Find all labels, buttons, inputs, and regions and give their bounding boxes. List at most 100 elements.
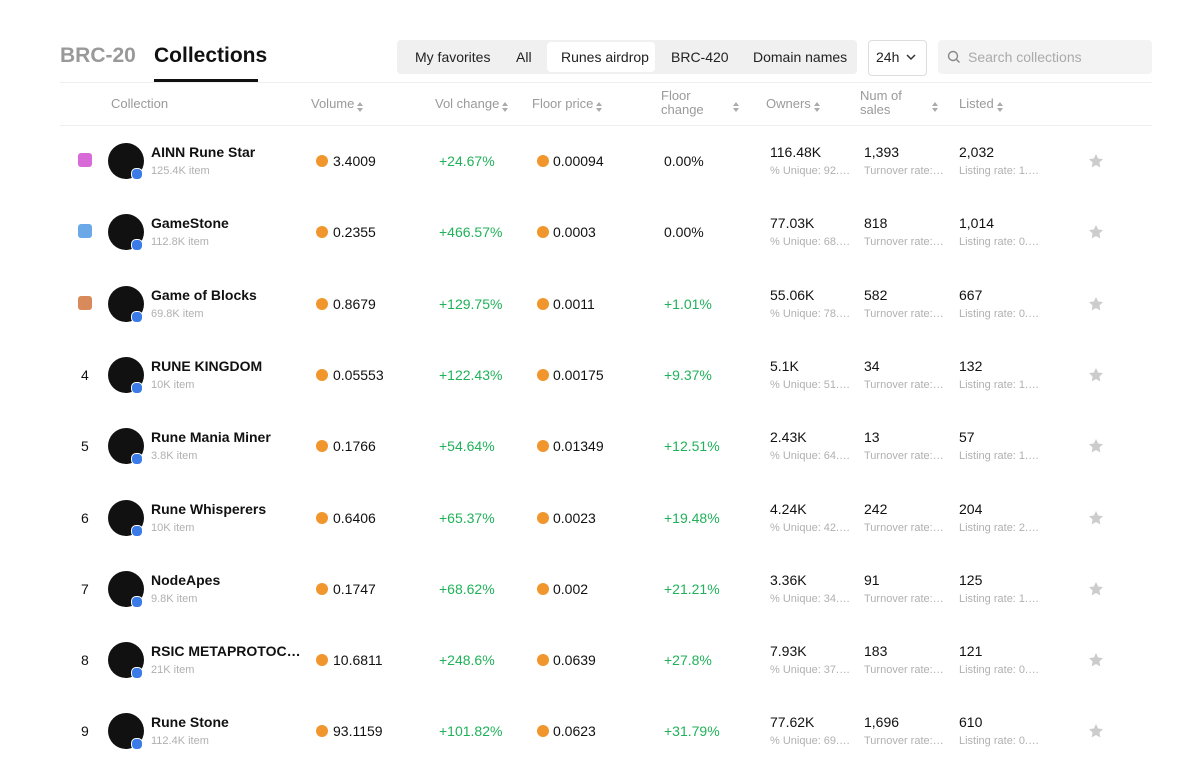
rank: 4 bbox=[81, 366, 89, 383]
favorite-star[interactable] bbox=[1088, 224, 1104, 245]
turnover-rate: Turnover rate:… bbox=[864, 521, 944, 534]
verified-badge bbox=[131, 453, 143, 466]
floor-price: 0.0623 bbox=[553, 723, 596, 740]
item-count: 9.8K item bbox=[151, 592, 198, 605]
favorite-star[interactable] bbox=[1088, 652, 1104, 673]
vol-change: +65.37% bbox=[439, 509, 495, 526]
rank: 8 bbox=[81, 652, 89, 669]
filter[interactable]: Domain names bbox=[753, 49, 848, 65]
volume: 93.1159 bbox=[333, 723, 383, 740]
btc-icon bbox=[537, 155, 549, 167]
favorite-star[interactable] bbox=[1088, 367, 1104, 388]
btc-icon bbox=[316, 226, 328, 239]
column-header: Floor price bbox=[532, 96, 594, 111]
favorite-star[interactable] bbox=[1088, 581, 1104, 602]
owners: 5.1K bbox=[770, 357, 799, 374]
volume: 0.8679 bbox=[333, 295, 376, 312]
column-header: Listed bbox=[959, 96, 994, 111]
chevron bbox=[906, 54, 916, 61]
collection-name: GameStone bbox=[151, 215, 229, 232]
volume: 0.6406 bbox=[333, 509, 376, 526]
floor-price: 0.00175 bbox=[553, 366, 604, 383]
sort-icon bbox=[733, 99, 739, 117]
volume: 0.05553 bbox=[333, 366, 384, 383]
btc-icon bbox=[316, 155, 328, 167]
unique-rate: % Unique: 64.… bbox=[770, 450, 851, 463]
sort-icon bbox=[996, 99, 1003, 117]
btc-icon bbox=[537, 725, 549, 738]
favorite-star[interactable] bbox=[1088, 510, 1104, 531]
tab-underline bbox=[154, 79, 258, 82]
collection-name: Game of Blocks bbox=[151, 286, 257, 303]
volume: 0.2355 bbox=[333, 224, 376, 241]
owners: 7.93K bbox=[770, 643, 807, 660]
turnover-rate: Turnover rate:… bbox=[864, 735, 944, 748]
listing-rate: Listing rate: 2.… bbox=[959, 521, 1040, 534]
tab[interactable]: BRC-20 bbox=[60, 44, 136, 67]
btc-icon bbox=[537, 582, 549, 595]
turnover-rate: Turnover rate:… bbox=[864, 378, 944, 391]
item-count: 112.4K item bbox=[151, 735, 209, 748]
turnover-rate: Turnover rate:… bbox=[864, 592, 944, 605]
verified-badge bbox=[131, 667, 143, 680]
collection-name: Rune Whisperers bbox=[151, 500, 267, 517]
owners: 77.03K bbox=[770, 215, 815, 232]
verified-badge bbox=[131, 524, 143, 537]
filter[interactable]: My favorites bbox=[415, 49, 491, 65]
sort-icon bbox=[596, 99, 603, 117]
num-sales: 1,393 bbox=[864, 144, 900, 160]
filter[interactable]: BRC-420 bbox=[671, 49, 729, 65]
sort-icon bbox=[813, 99, 820, 117]
favorite-star[interactable] bbox=[1088, 296, 1104, 317]
listing-rate: Listing rate: 0.… bbox=[959, 735, 1040, 748]
floor-change: +21.21% bbox=[664, 580, 720, 597]
column-header: Num of sales bbox=[860, 88, 902, 117]
period: 24h bbox=[876, 49, 900, 65]
owners: 55.06K bbox=[770, 286, 815, 303]
turnover-rate: Turnover rate:… bbox=[864, 664, 944, 677]
vol-change: +122.43% bbox=[439, 366, 503, 383]
column-header: Vol change bbox=[435, 96, 500, 111]
item-count: 21K item bbox=[151, 664, 195, 677]
period-select[interactable] bbox=[868, 40, 927, 76]
btc-icon bbox=[537, 440, 549, 453]
btc-icon bbox=[537, 297, 549, 310]
listed: 57 bbox=[959, 429, 975, 446]
favorite-star[interactable] bbox=[1088, 153, 1104, 174]
num-sales: 183 bbox=[864, 643, 888, 660]
favorite-star[interactable] bbox=[1088, 723, 1104, 744]
verified-badge bbox=[131, 381, 143, 394]
btc-icon bbox=[316, 511, 328, 524]
owners: 4.24K bbox=[770, 500, 807, 517]
floor-change: 0.00% bbox=[664, 153, 704, 169]
collection-name: Rune Stone bbox=[151, 714, 229, 731]
floor-price: 0.002 bbox=[553, 580, 589, 597]
floor-change: +19.48% bbox=[664, 509, 720, 526]
btc-icon bbox=[537, 226, 549, 239]
volume: 10.6811 bbox=[333, 652, 383, 669]
listing-rate: Listing rate: 1.… bbox=[959, 378, 1040, 391]
search-box[interactable] bbox=[938, 40, 1152, 74]
collection-name: NodeApes bbox=[151, 571, 221, 588]
listed: 2,032 bbox=[959, 144, 995, 160]
filter[interactable]: Runes airdrop bbox=[561, 49, 649, 65]
favorite-star[interactable] bbox=[1088, 438, 1104, 459]
floor-price: 0.00094 bbox=[553, 153, 604, 169]
collection-name: RSIC METAPROTOC… bbox=[151, 643, 301, 660]
verified-badge bbox=[131, 310, 143, 323]
column-header: Owners bbox=[766, 96, 811, 111]
floor-price: 0.0003 bbox=[553, 224, 596, 241]
vol-change: +54.64% bbox=[439, 438, 495, 455]
unique-rate: % Unique: 69.… bbox=[770, 735, 851, 748]
unique-rate: % Unique: 51.… bbox=[770, 378, 851, 391]
listing-rate: Listing rate: 0.… bbox=[959, 307, 1040, 320]
rank: 9 bbox=[81, 723, 89, 740]
owners: 116.48K bbox=[770, 144, 822, 160]
floor-change: +31.79% bbox=[664, 723, 720, 740]
column-header: Floor change bbox=[661, 88, 704, 117]
tab-active[interactable]: Collections bbox=[154, 44, 268, 67]
filter[interactable]: All bbox=[516, 49, 532, 65]
floor-change: +1.01% bbox=[664, 295, 712, 312]
divider bbox=[60, 82, 1152, 83]
